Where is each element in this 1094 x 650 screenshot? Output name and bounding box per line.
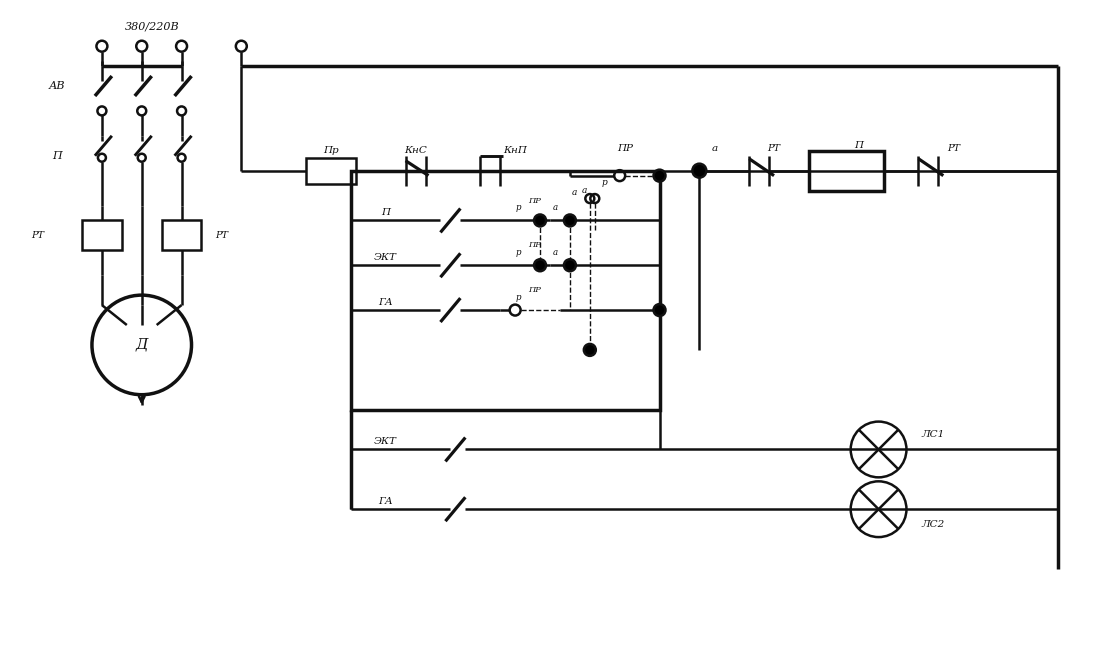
Text: П: П [854,141,863,150]
Text: р: р [515,203,521,212]
Circle shape [653,170,665,181]
Text: П: П [53,151,62,161]
Text: АВ: АВ [49,81,66,91]
Text: ЛС1: ЛС1 [922,430,945,439]
Circle shape [693,164,707,177]
Circle shape [534,259,546,271]
Bar [351,171,660,410]
Text: а: а [552,248,558,257]
Bar [306,158,356,183]
Text: РТ: РТ [31,231,44,240]
Circle shape [653,304,665,316]
Text: ПР: ПР [528,286,542,294]
Bar [808,151,884,190]
Text: ЭКТ: ЭКТ [374,437,397,446]
Circle shape [584,344,596,356]
Text: а: а [552,203,558,212]
Text: Д: Д [136,338,148,352]
Text: ЭКТ: ЭКТ [374,253,397,262]
Circle shape [563,259,575,271]
Text: КнС: КнС [404,146,427,155]
Text: ПР: ПР [528,196,542,205]
Text: П: П [381,208,391,217]
Text: РТ: РТ [214,231,228,240]
Text: РТ: РТ [768,144,780,153]
Bar [82,220,121,250]
Text: р: р [602,178,607,187]
Text: РТ: РТ [946,144,959,153]
Text: Пр: Пр [323,146,339,155]
Text: ГА: ГА [379,298,393,307]
Text: ПР: ПР [528,241,542,250]
Circle shape [563,214,575,226]
Text: КнП: КнП [503,146,527,155]
Text: ПР: ПР [617,144,632,153]
Text: а: а [572,188,578,197]
Text: р: р [515,248,521,257]
Text: ЛС2: ЛС2 [922,519,945,528]
Text: а: а [711,144,718,153]
Circle shape [534,214,546,226]
Text: 380/220В: 380/220В [125,21,179,31]
Bar [162,220,201,250]
Text: р: р [515,292,521,302]
Text: ГА: ГА [379,497,393,506]
Text: а: а [582,186,587,195]
